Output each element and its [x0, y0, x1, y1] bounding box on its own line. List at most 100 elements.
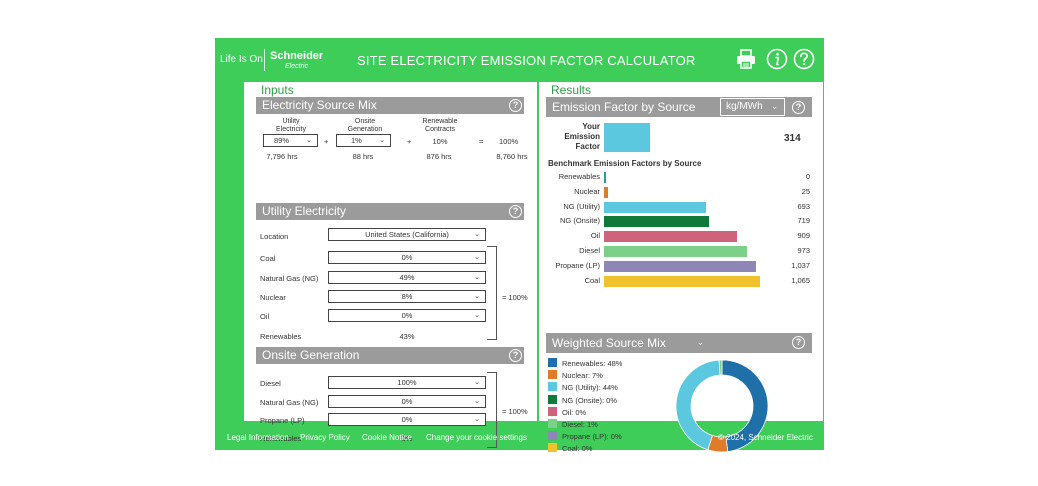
total-percent-value: 100%	[499, 137, 519, 146]
benchmark-bar	[604, 186, 608, 198]
propane-dropdown[interactable]: 0% ⌄	[328, 413, 486, 426]
legend-label: Propane (LP): 0%	[562, 432, 622, 442]
emission-factor-help-icon[interactable]: ?	[792, 101, 805, 114]
chevron-down-icon: ⌄	[474, 312, 480, 319]
nuclear-dropdown[interactable]: 8% ⌄	[328, 290, 486, 303]
chevron-down-icon[interactable]: ⌄	[697, 338, 704, 347]
utility-percent-dropdown[interactable]: 89% ⌄	[263, 134, 318, 147]
legend-swatch	[548, 394, 557, 404]
renewable-contracts-label: Renewable Contracts	[422, 118, 458, 133]
legend-label: NG (Utility): 44%	[562, 383, 618, 393]
coal-label: Coal	[260, 254, 276, 263]
legend-item: NG (Utility): 44%	[548, 382, 618, 392]
footer-link-legal[interactable]: Legal Information	[227, 433, 289, 442]
chevron-down-icon: ⌄	[474, 379, 480, 386]
footer-link-cookie-notice[interactable]: Cookie Notice	[362, 433, 412, 442]
brand-logo[interactable]: Schneider	[270, 50, 324, 62]
section-header-source-mix: Electricity Source Mix	[256, 97, 524, 114]
benchmark-label: Diesel	[579, 246, 600, 255]
benchmark-value: 719	[797, 216, 810, 226]
chevron-down-icon: ⌄	[474, 398, 480, 405]
onsite-help-icon[interactable]: ?	[509, 349, 522, 362]
footer-link-privacy[interactable]: Privacy Policy	[300, 433, 350, 442]
main-content: Inputs Electricity Source Mix ? Utility …	[244, 82, 823, 453]
oil-value: 0%	[401, 311, 413, 320]
unit-dropdown[interactable]: kg/MWh ⌄	[720, 98, 785, 116]
brand-tagline: Life Is On	[220, 54, 263, 65]
benchmark-label: Propane (LP)	[555, 260, 600, 270]
weighted-mix-help-icon[interactable]: ?	[792, 336, 805, 349]
legend-item: Coal: 0%	[548, 443, 592, 453]
chevron-down-icon: ⌄	[474, 254, 480, 261]
natural-gas-dropdown[interactable]: 49% ⌄	[328, 271, 486, 284]
oil-dropdown[interactable]: 0% ⌄	[328, 309, 486, 322]
legend-swatch	[548, 419, 557, 428]
location-dropdown[interactable]: United States (California) ⌄	[328, 228, 486, 241]
oil-label: Oil	[260, 312, 270, 321]
results-title: Results	[551, 83, 592, 97]
section-title: Emission Factor by Source	[552, 100, 696, 114]
footer-link-cookie-settings[interactable]: Change your cookie settings	[426, 433, 527, 442]
inputs-title: Inputs	[261, 83, 294, 97]
copyright: © 2024, Schneider Electric	[718, 433, 813, 442]
utility-help-icon[interactable]: ?	[509, 205, 522, 218]
legend-swatch	[548, 370, 557, 380]
header: Life Is On Schneider Electric SITE ELECT…	[215, 38, 824, 82]
onsite-total: = 100%	[502, 407, 528, 416]
diesel-dropdown[interactable]: 100% ⌄	[328, 376, 486, 389]
diesel-value: 100%	[397, 378, 417, 387]
renewables-value: 43%	[399, 332, 415, 341]
benchmark-bar	[604, 275, 760, 287]
benchmark-bar	[604, 172, 606, 183]
legend-swatch	[548, 443, 557, 453]
legend-label: Coal: 0%	[562, 444, 593, 454]
source-mix-help-icon[interactable]: ?	[509, 99, 522, 112]
benchmark-value: 1,065	[791, 275, 810, 285]
benchmark-bar	[604, 201, 706, 213]
plus-sign: +	[324, 137, 329, 146]
section-header-weighted-mix: Weighted Source Mix ⌄	[546, 333, 812, 353]
chevron-down-icon: ⌄	[474, 293, 480, 300]
utility-electricity-label: Utility Electricity	[276, 118, 306, 133]
donut-slice	[718, 359, 723, 376]
legend-item: NG (Onsite): 0%	[548, 394, 618, 405]
chevron-down-icon: ⌄	[474, 416, 480, 423]
renewable-percent-value: 10%	[432, 137, 448, 146]
onsite-generation-label: Onsite Generation	[347, 118, 383, 133]
print-icon[interactable]	[735, 48, 757, 70]
chevron-down-icon: ⌄	[771, 102, 778, 111]
bracket	[487, 246, 497, 340]
legend-item: Oil: 0%	[548, 406, 586, 417]
page-title: SITE ELECTRICITY EMISSION FACTOR CALCULA…	[357, 53, 696, 68]
benchmark-value: 0	[805, 172, 810, 181]
app-frame: Life Is On Schneider Electric SITE ELECT…	[215, 38, 824, 453]
benchmark-value: 1,037	[791, 260, 810, 270]
chevron-down-icon: ⌄	[474, 274, 480, 281]
chevron-down-icon: ⌄	[306, 137, 312, 144]
legend-label: NG (Onsite): 0%	[562, 395, 618, 405]
legend-item: Nuclear: 7%	[548, 370, 603, 380]
legend-swatch	[548, 382, 557, 392]
legend-item: Renewables: 48%	[548, 358, 622, 368]
brand-separator	[264, 49, 265, 71]
nuclear-value: 8%	[401, 292, 413, 301]
brand-sub: Electric	[285, 63, 308, 70]
renewables-label: Renewables	[260, 332, 302, 341]
footer: Legal Information Privacy Policy Cookie …	[215, 427, 824, 450]
help-icon[interactable]	[793, 48, 815, 70]
benchmark-bar	[604, 260, 756, 272]
onsite-percent-dropdown[interactable]: 1% ⌄	[336, 134, 391, 147]
natural-gas-label: Natural Gas (NG)	[260, 274, 319, 283]
onsite-percent-value: 1%	[351, 136, 362, 145]
legend-item: Propane (LP): 0%	[548, 431, 622, 441]
onsite-natural-gas-dropdown[interactable]: 0% ⌄	[328, 395, 486, 408]
benchmark-value: 973	[797, 246, 810, 255]
column-divider	[537, 82, 539, 421]
equals-sign: =	[479, 137, 484, 146]
legend-swatch	[548, 431, 557, 441]
onsite-natural-gas-value: 0%	[401, 397, 413, 406]
coal-dropdown[interactable]: 0% ⌄	[328, 251, 486, 264]
propane-label: Propane (LP)	[260, 416, 305, 425]
legend-label: Nuclear: 7%	[562, 371, 603, 381]
info-icon[interactable]	[766, 48, 788, 70]
